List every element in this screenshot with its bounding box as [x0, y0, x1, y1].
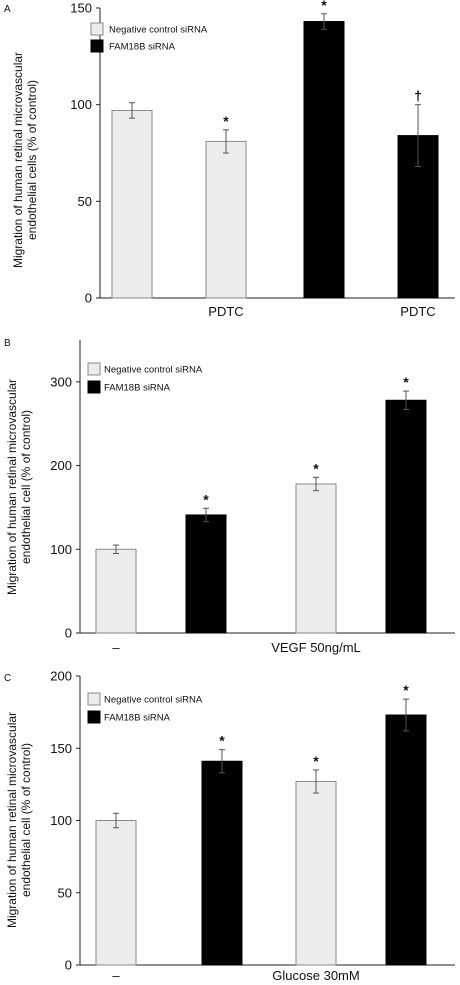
legend: Negative control siRNA FAM18B siRNA	[90, 22, 208, 53]
significance-marker: *	[403, 682, 409, 698]
panel-letter: C	[4, 673, 11, 684]
y-tick-label: 100	[70, 97, 92, 112]
bar	[205, 140, 247, 299]
legend-swatch	[87, 710, 101, 724]
y-tick-label: 50	[58, 885, 72, 900]
legend-label: FAM18B siRNA	[104, 713, 171, 724]
significance-marker: †	[414, 88, 422, 104]
x-category-label: Glucose 30mM	[272, 968, 359, 983]
significance-marker: *	[219, 733, 225, 749]
y-axis-title: Migration of human retinal microvascular…	[11, 52, 39, 268]
chart-panel-c: C 0 50 100 150 200 Migration of human retinal …	[4, 669, 455, 983]
legend-label: FAM18B siRNA	[104, 383, 171, 394]
legend-swatch	[87, 362, 101, 376]
legend-label: Negative control siRNA	[104, 695, 203, 706]
y-tick-label: 100	[50, 542, 72, 557]
chart-panel-b: B 0 100 200 300 Migration of human retinal mi…	[4, 338, 455, 655]
y-tick-label: 150	[70, 1, 92, 16]
y-axis-title-line: endothelial cells (% of control)	[25, 80, 39, 240]
legend-label: Negative control siRNA	[104, 365, 203, 376]
panel-letter: A	[4, 4, 11, 15]
x-category-label: –	[112, 640, 120, 655]
bar	[303, 21, 345, 299]
y-tick-label: 100	[50, 813, 72, 828]
legend-swatch	[90, 39, 104, 53]
y-tick-label: 300	[50, 374, 72, 389]
bar	[385, 399, 427, 634]
legend-label: Negative control siRNA	[109, 25, 208, 36]
y-tick-label: 200	[50, 458, 72, 473]
y-tick-label: 0	[85, 291, 92, 306]
bar	[95, 548, 137, 634]
y-axis-title-line: Migration of human retinal microvascular	[5, 712, 19, 928]
bar	[111, 109, 153, 299]
y-tick-label: 50	[78, 194, 92, 209]
y-axis-title-line: endothelial cell (% of control)	[19, 743, 33, 897]
bar	[295, 483, 337, 634]
y-tick-label: 200	[50, 669, 72, 684]
x-category-label: –	[112, 968, 120, 983]
y-axis-title-line: Migration of human retinal microvascular	[11, 52, 25, 268]
y-axis-title-line: Migration of human retinal microvascular	[5, 379, 19, 595]
y-axis-title-line: endothelial cell (% of control)	[19, 410, 33, 564]
chart-panel-a: A 0 50 100 150 Migration of human retinal mic…	[4, 0, 455, 319]
significance-marker: *	[203, 491, 209, 507]
significance-marker: *	[321, 0, 327, 13]
y-axis-title: Migration of human retinal microvascular…	[5, 379, 33, 595]
legend-swatch	[90, 22, 104, 36]
legend-swatch	[87, 692, 101, 706]
y-axis-title: Migration of human retinal microvascular…	[5, 712, 33, 928]
bar	[95, 820, 137, 966]
legend-label: FAM18B siRNA	[109, 42, 176, 53]
bar	[385, 714, 427, 966]
y-tick-label: 150	[50, 741, 72, 756]
x-category-label: PDTC	[400, 304, 435, 319]
significance-marker: *	[403, 374, 409, 390]
legend-swatch	[87, 380, 101, 394]
bar	[201, 760, 243, 966]
y-tick-label: 0	[65, 958, 72, 973]
bar	[295, 780, 337, 966]
significance-marker: *	[313, 753, 319, 769]
significance-marker: *	[223, 113, 229, 129]
legend: Negative control siRNA FAM18B siRNA	[87, 362, 203, 394]
significance-marker: *	[313, 460, 319, 476]
legend: Negative control siRNA FAM18B siRNA	[87, 692, 203, 724]
x-category-label: PDTC	[208, 304, 243, 319]
y-tick-label: 0	[65, 626, 72, 641]
bar	[185, 514, 227, 634]
panel-letter: B	[4, 338, 11, 349]
x-category-label: VEGF 50ng/mL	[271, 640, 361, 655]
